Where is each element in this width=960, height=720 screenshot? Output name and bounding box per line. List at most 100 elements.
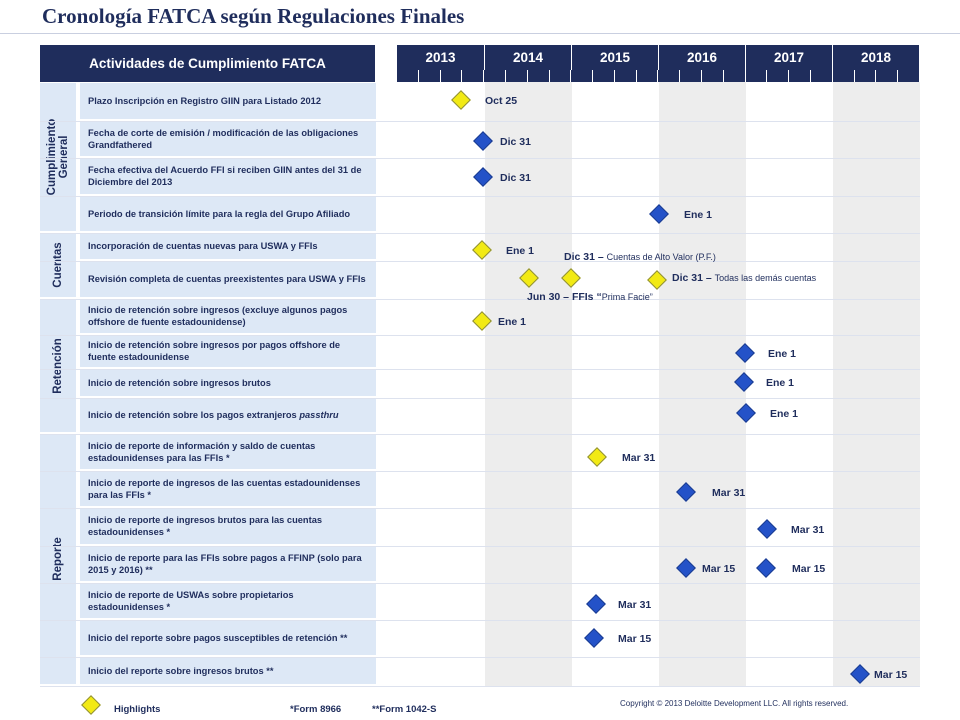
quarter-tick	[462, 70, 485, 82]
year-band-2016	[659, 82, 746, 686]
quarter-ticks	[397, 70, 920, 82]
group-cuentas: Cuentas	[40, 233, 76, 299]
year-band-2015	[572, 82, 659, 686]
quarter-tick	[615, 70, 637, 82]
row-divider	[40, 546, 920, 547]
task-label: Inicio del reporte sobre ingresos brutos…	[80, 657, 376, 686]
milestone-date-label: Ene 1	[768, 348, 797, 360]
annotation-text: Prima Facie”	[601, 292, 653, 302]
quarter-tick	[441, 70, 463, 82]
task-label: Inicio de retención sobre ingresos bruto…	[80, 369, 376, 398]
milestone-date-label: Mar 31	[618, 599, 652, 611]
milestone-date-label: Ene 1	[770, 408, 799, 420]
quarter-tick	[637, 70, 659, 82]
task-label: Inicio de reporte de información y saldo…	[80, 434, 376, 471]
quarter-tick	[855, 70, 877, 82]
annotation-text: Todas las demás cuentas	[714, 273, 817, 283]
legend-form-1042s: **Form 1042-S	[372, 704, 437, 715]
row-divider	[40, 471, 920, 472]
quarter-tick	[767, 70, 790, 82]
quarter-tick	[724, 70, 746, 82]
row-divider	[40, 261, 920, 262]
quarter-tick	[702, 70, 724, 82]
task-label: Inicio de reporte de ingresos de las cue…	[80, 471, 376, 508]
year-2018: 2018	[833, 45, 920, 70]
milestone-date-label: Mar 15	[792, 563, 826, 575]
year-2015: 2015	[572, 45, 659, 70]
milestone-date-label: Dic 31	[500, 136, 531, 148]
task-label: Revisión completa de cuentas preexistent…	[80, 261, 376, 299]
group-label: Retención	[52, 337, 64, 394]
milestone-date-label: Dic 31	[500, 172, 531, 184]
year-band-2014	[485, 82, 572, 686]
row-divider	[40, 620, 920, 621]
group-label: Cuentas	[52, 242, 64, 288]
activities-header: Actividades de Cumplimiento FATCA	[40, 45, 375, 82]
task-label: Inicio de retención sobre ingresos (excl…	[80, 299, 376, 335]
page-title: Cronología FATCA según Regulaciones Fina…	[42, 4, 465, 28]
row-divider	[40, 686, 920, 687]
copyright: Copyright © 2013 Deloitte Development LL…	[620, 699, 849, 708]
year-band-2018	[833, 82, 920, 686]
row-divider	[40, 508, 920, 509]
quarter-tick	[876, 70, 899, 82]
quarter-tick	[833, 70, 855, 82]
row-divider	[40, 299, 920, 300]
quarter-tick	[484, 70, 506, 82]
row-divider	[40, 583, 920, 584]
task-label: Plazo Inscripción en Registro GIIN para …	[80, 83, 376, 121]
quarter-tick	[746, 70, 768, 82]
milestone-date-label: Ene 1	[684, 209, 713, 221]
year-2013: 2013	[397, 45, 485, 70]
group-reporte: Reporte	[40, 434, 76, 686]
milestone-date-label: Mar 15	[874, 669, 908, 681]
annotation-dic31-all-accounts: Dic 31 – Todas las demás cuentas	[672, 272, 816, 284]
task-label: Inicio de reporte para las FFIs sobre pa…	[80, 546, 376, 583]
year-band-2013	[397, 82, 485, 686]
task-label: Inicio de retención sobre los pagos extr…	[80, 398, 376, 434]
annotation-date: Dic 31 –	[564, 251, 604, 263]
task-label: Inicio de reporte de USWAs sobre propiet…	[80, 583, 376, 620]
quarter-tick	[419, 70, 441, 82]
annotation-date: Jun 30 – FFIs “	[527, 291, 602, 303]
year-2017: 2017	[746, 45, 833, 70]
task-label: Fecha de corte de emisión / modificación…	[80, 121, 376, 158]
quarter-tick	[571, 70, 594, 82]
row-divider	[40, 233, 920, 234]
legend-form-8966: *Form 8966	[290, 704, 342, 715]
row-divider	[40, 335, 920, 336]
milestone-date-label: Oct 25	[485, 95, 518, 107]
milestone-date-label: Mar 15	[618, 633, 652, 645]
legend-highlights: Highlights	[114, 704, 161, 715]
quarter-tick	[680, 70, 703, 82]
quarter-tick	[811, 70, 833, 82]
task-label: Fecha efectiva del Acuerdo FFI si recibe…	[80, 158, 376, 196]
annotation-text: Cuentas de Alto Valor (P.F.)	[606, 252, 716, 262]
row-divider	[40, 398, 920, 399]
task-label: Periodo de transición límite para la reg…	[80, 196, 376, 233]
quarter-tick	[550, 70, 572, 82]
milestone-date-label: Ene 1	[498, 316, 527, 328]
years-header: 2013 2014 2015 2016 2017 2018	[397, 45, 920, 82]
task-label: Inicio de retención sobre ingresos por p…	[80, 335, 376, 369]
quarter-tick	[506, 70, 528, 82]
task-label: Inicio del reporte sobre pagos susceptib…	[80, 620, 376, 657]
quarter-tick	[528, 70, 550, 82]
milestone-date-label: Ene 1	[766, 377, 795, 389]
quarter-tick	[659, 70, 681, 82]
year-band-2017	[746, 82, 833, 686]
group-retencion: Retención	[40, 299, 76, 434]
quarter-tick	[898, 70, 920, 82]
milestone-date-label: Mar 31	[622, 452, 656, 464]
group-label: Reporte	[52, 537, 64, 581]
annotation-jun30-prima-facie: Jun 30 – FFIs “Prima Facie”	[527, 291, 653, 303]
milestone-date-label: Mar 31	[712, 487, 746, 499]
title-divider	[0, 33, 960, 34]
task-label: Incorporación de cuentas nuevas para USW…	[80, 233, 376, 261]
task-text: Inicio de retención sobre los pagos extr…	[88, 410, 339, 420]
row-divider	[40, 657, 920, 658]
year-2016: 2016	[659, 45, 746, 70]
task-label: Inicio de reporte de ingresos brutos par…	[80, 508, 376, 546]
quarter-tick	[397, 70, 419, 82]
year-2014: 2014	[485, 45, 572, 70]
